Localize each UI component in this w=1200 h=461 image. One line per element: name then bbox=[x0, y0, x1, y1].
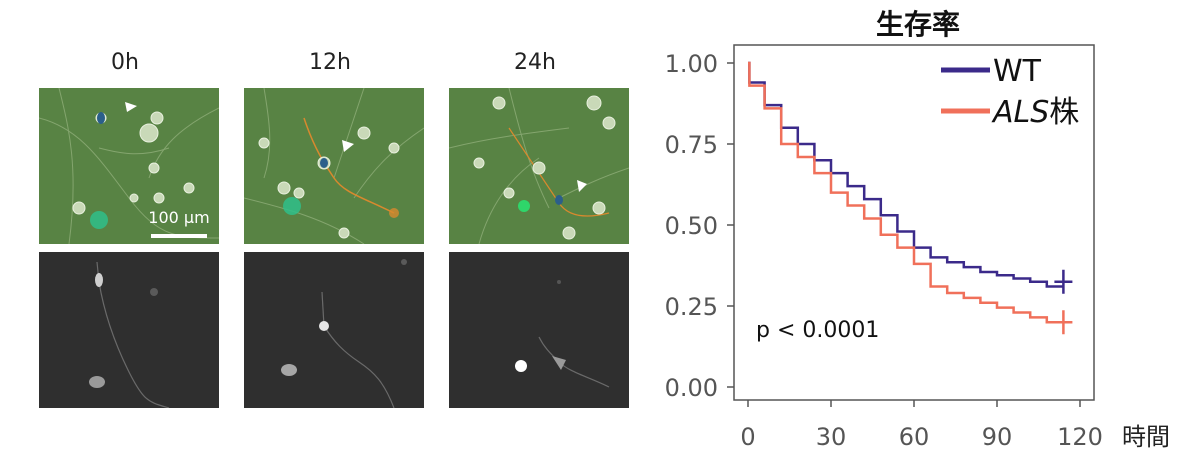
arrowhead-icon bbox=[342, 140, 354, 152]
scale-bar-label: 100 µm bbox=[148, 208, 210, 227]
micrograph-merged-12h bbox=[244, 88, 424, 244]
micrograph-fluorescence-0h bbox=[39, 252, 219, 408]
time-label-12h: 12h bbox=[309, 50, 351, 75]
micrograph-merged-24h bbox=[449, 88, 629, 244]
micrograph-fluorescence-12h bbox=[244, 252, 424, 408]
series-line-wt bbox=[748, 61, 1064, 288]
x-tick-label: 60 bbox=[899, 423, 930, 451]
y-tick-label: 0.50 bbox=[665, 212, 718, 240]
x-tick-label: 30 bbox=[816, 423, 847, 451]
micrograph-merged-0h: 100 µm bbox=[39, 88, 219, 244]
series-line-als bbox=[748, 61, 1064, 324]
arrowhead-icon bbox=[125, 102, 137, 112]
legend-label-italic: ALS bbox=[991, 95, 1049, 130]
x-tick-label: 0 bbox=[740, 423, 755, 451]
p-value-annotation: p < 0.0001 bbox=[756, 318, 879, 343]
legend-label: ALS株 bbox=[991, 95, 1079, 130]
x-axis-label: 時間 bbox=[1122, 423, 1170, 451]
y-tick-label: 0.75 bbox=[665, 131, 718, 159]
micrograph-fluorescence-24h bbox=[449, 252, 629, 408]
chart-title: 生存率 bbox=[876, 8, 960, 41]
x-tick-label: 90 bbox=[982, 423, 1013, 451]
y-tick-label: 0.25 bbox=[665, 293, 718, 321]
legend-label-suffix: 株 bbox=[1049, 95, 1079, 130]
legend-label: WT bbox=[993, 54, 1042, 89]
arrowhead-icon bbox=[577, 180, 587, 192]
y-tick-label: 1.00 bbox=[665, 50, 718, 78]
censor-mark bbox=[1054, 269, 1073, 294]
time-label-0h: 0h bbox=[111, 50, 139, 75]
x-tick-label: 120 bbox=[1057, 423, 1103, 451]
time-label-24h: 24h bbox=[514, 50, 556, 75]
y-tick-label: 0.00 bbox=[665, 374, 718, 402]
scale-bar bbox=[151, 234, 207, 238]
censor-mark bbox=[1054, 310, 1073, 335]
